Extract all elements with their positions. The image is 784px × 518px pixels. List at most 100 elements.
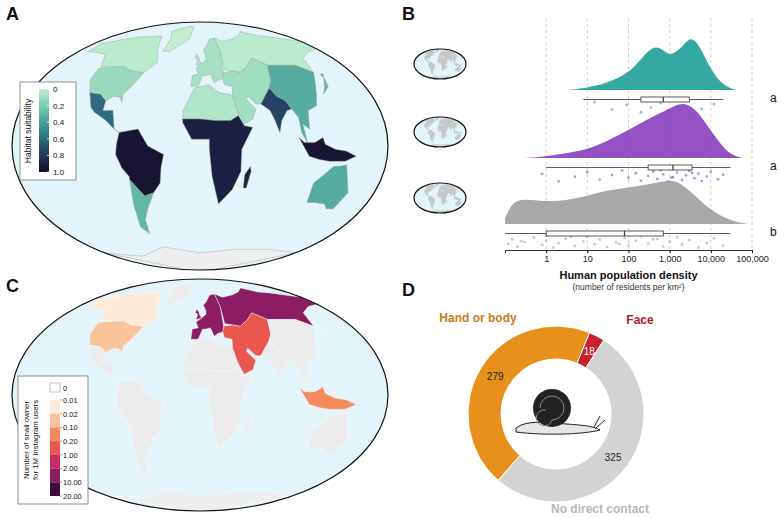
thumb-region [430,68,433,75]
x-axis-title: Human population density [559,269,698,281]
data-label: 18 [584,346,596,357]
plot-area [505,39,748,249]
thumb-region [425,126,429,131]
suitability-region [299,138,356,162]
data-point [532,236,535,239]
panel-letter: C [6,276,19,296]
thumb-region [438,57,446,61]
data-point [541,244,544,247]
ocean [12,279,388,511]
thumb-region [454,63,462,66]
owners-region [105,489,296,510]
box-body [641,97,689,102]
thumb-region [446,66,447,69]
legend-label: 0.01 [63,396,78,405]
owners-region [267,319,316,391]
thumb-region [438,191,446,195]
data-point [697,246,700,249]
data-point [574,245,577,248]
group-letter: b [770,225,777,239]
legend-tick [60,400,62,401]
legend-label: 0.20 [63,437,78,446]
data-point [511,238,514,241]
x-tick: 1,000 [659,250,682,264]
thumb-region [455,200,461,205]
data-point [623,237,626,240]
data-point [598,238,601,241]
data-point [545,239,548,242]
donut-slice [498,340,644,502]
data-point [693,177,696,180]
panel-letter: D [402,280,415,300]
data-point [722,173,725,176]
thumb-region [439,53,441,54]
data-point [656,178,659,181]
thumb-region [438,194,448,205]
data-point [621,169,624,172]
legend-swatch [50,383,60,392]
suitability-region [243,166,251,188]
x-tick-mark [587,250,588,253]
data-point [709,171,712,174]
data-point [557,180,560,183]
data-point [615,241,618,244]
map-outline [414,183,466,213]
ocean [414,117,466,147]
box-whisker [546,167,730,168]
legend-swatch [50,482,60,496]
data-point [705,242,708,245]
thumb-region [446,134,447,137]
density-area [566,39,736,90]
thumb-region [449,54,456,63]
data-point [649,106,652,109]
data-point [722,244,725,247]
group-letter: a [770,91,777,105]
colorbar-tick-label: 1.0 [53,168,65,177]
legend-tick [60,441,62,442]
data-point [639,111,642,114]
x-tick-mark [670,250,671,253]
thumbnail-map [414,117,466,147]
thumb-region [455,66,461,71]
legend-label: 0.02 [63,410,78,419]
legend: Number of snail ownerfor 1M Instagram us… [18,376,88,504]
suitability-region [183,116,253,204]
colorbar: Habitat suitability00.20.40.60.81.0 [20,82,76,180]
data-point [713,237,716,240]
legend-box [20,82,76,180]
legend-tick [60,482,62,483]
data-point [688,239,691,242]
data-point [676,171,679,174]
data-point [647,242,650,245]
data-point [652,238,655,241]
thumb-region [455,134,461,139]
data-point [700,107,703,110]
data-point [697,172,700,175]
grid-line [752,18,753,250]
thumbnail-map [414,183,466,213]
data-point [627,244,630,247]
data-point [681,243,684,246]
data-point [625,103,628,106]
thumb-region [425,58,429,63]
data-point [681,179,684,182]
box-body [546,231,663,236]
suitability-region [267,65,316,142]
legend-swatch [50,427,60,441]
snail-icon [516,389,605,434]
thumb-regions [425,184,462,213]
data-point [662,245,665,248]
thumb-region [454,131,462,134]
thumb-region [457,189,458,191]
thumb-region [438,128,448,139]
suitability-region [307,165,348,209]
data-point [593,101,596,104]
panel-letter: B [402,4,415,24]
data-point [627,176,630,179]
suitability-regions [88,26,356,269]
box-median [672,165,673,170]
legend-label: 10.00 [63,478,82,487]
data-point [552,246,555,249]
x-tick-label: 10,000 [698,254,726,264]
legend-swatch [50,414,60,428]
